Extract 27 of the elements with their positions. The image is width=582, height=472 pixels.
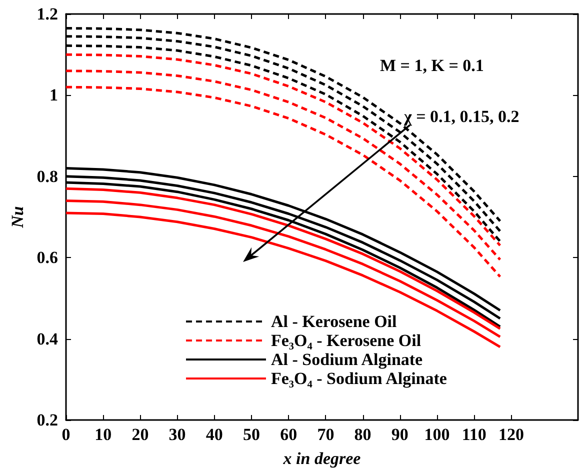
- y-tick-label: 0.4: [36, 329, 58, 348]
- x-tick-label: 100: [424, 425, 450, 444]
- legend-label: Al - Sodium Alginate: [271, 350, 424, 369]
- y-axis-title: Nu: [8, 206, 27, 229]
- x-tick-label: 120: [498, 425, 524, 444]
- y-tick-label: 0.2: [36, 410, 58, 430]
- x-tick-label: 80: [354, 425, 372, 444]
- y-tick-label: 0.8: [36, 166, 58, 186]
- annotation: M = 1, K = 0.1: [380, 56, 484, 75]
- x-tick-label: 40: [206, 425, 223, 444]
- x-tick-label: 0: [62, 425, 70, 444]
- x-tick-label: 110: [462, 425, 486, 444]
- legend-label: Fe₃O₄ - Kerosene Oil: [271, 331, 422, 350]
- y-tick-label: 1: [50, 86, 58, 105]
- x-tick-label: 20: [132, 425, 149, 444]
- x-tick-label: 10: [94, 425, 112, 444]
- y-tick-label: 0.6: [36, 248, 58, 268]
- legend-label: Fe₃O₄ - Sodium Alginate: [271, 369, 448, 388]
- x-tick-label: 30: [168, 425, 186, 444]
- x-tick-label: 70: [317, 425, 334, 444]
- y-tick-label: 1.2: [36, 4, 58, 24]
- x-axis-title: x in degree: [282, 449, 362, 468]
- annotation: χ = 0.1, 0.15, 0.2: [403, 107, 520, 126]
- legend-label: Al - Kerosene Oil: [271, 312, 398, 331]
- x-tick-label: 90: [391, 425, 408, 444]
- x-tick-label: 50: [243, 425, 260, 444]
- x-tick-label: 60: [280, 425, 298, 444]
